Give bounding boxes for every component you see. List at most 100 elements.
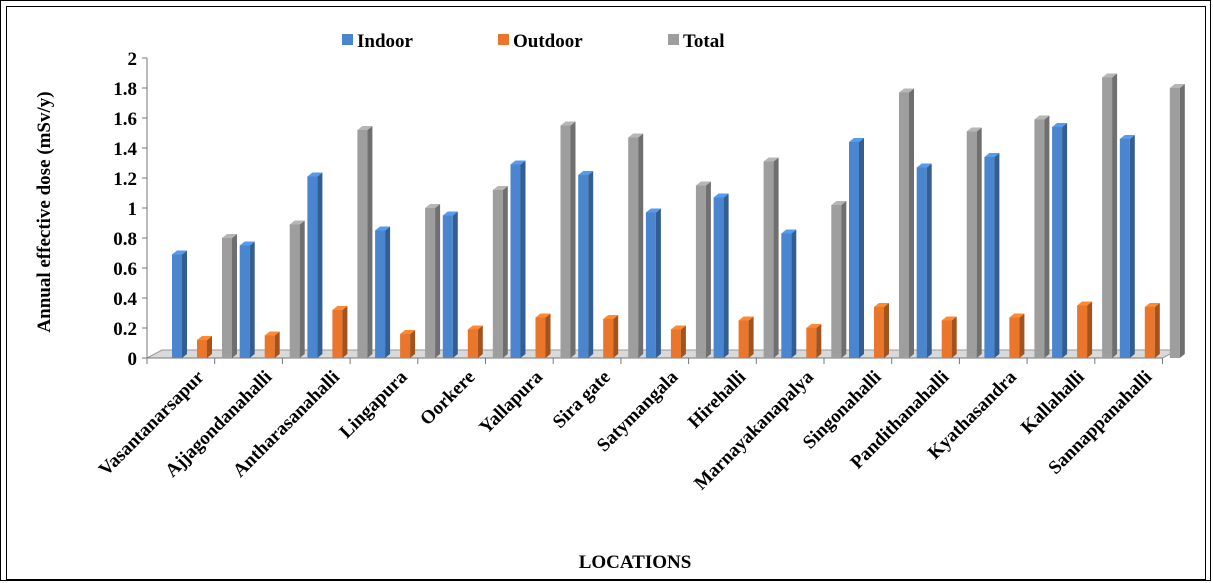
bar-side [299,220,305,358]
bar-indoor [578,171,594,358]
bar-side [816,324,822,358]
bar-indoor [1119,135,1135,358]
bar-front [1034,119,1045,358]
bar-front [560,125,571,358]
bar-top [264,331,280,336]
bar-top [1034,115,1050,120]
bar-front [831,205,842,358]
bar-outdoor [1077,301,1093,358]
bar-side [841,201,847,358]
bar-side [232,234,237,358]
bar-outdoor [941,316,957,358]
y-tick-label: 1.8 [113,79,137,100]
y-tick-label: 0 [128,349,138,370]
bar-front [289,224,300,358]
bar-top [1052,123,1068,127]
bar-top [738,316,754,321]
bar-side [859,138,864,358]
bar-top [1077,301,1093,306]
bar-side [976,127,982,358]
bar-front [874,307,884,358]
bar-indoor [916,163,932,358]
bar-front [492,190,503,358]
bar-side [1087,301,1093,358]
bar-side [502,186,508,358]
bar-indoor [713,193,729,358]
y-tick-label: 0.8 [113,229,137,250]
bar-front [510,164,521,358]
bar-top [307,172,323,177]
bar-outdoor [806,324,822,358]
bar-top [831,201,847,205]
bar-front [357,130,368,358]
y-tick-label: 2 [128,49,138,70]
bar-front [1102,77,1113,358]
bar-front [332,310,343,358]
bar-top [941,316,957,321]
legend-label: Outdoor [513,31,583,52]
bar-side [520,160,526,358]
bar-top [628,133,644,138]
bar-indoor [984,153,1000,358]
bar-top [1009,313,1025,318]
bar-front [966,131,977,358]
bar-side [435,204,441,358]
bar-side [274,331,280,358]
bar-front [645,212,656,358]
bar-outdoor [670,325,686,358]
bar-total [628,133,644,358]
bar-front [239,245,250,358]
y-axis: 0 0.2 0.4 0.6 0.8 1 1.2 1.4 1.6 1.8 2 [113,49,148,370]
bar-total [560,121,576,358]
bar-top [781,229,797,234]
bar-outdoor [467,325,483,358]
legend: Indoor Outdoor Total [342,31,725,52]
bars [172,73,1185,358]
bar-outdoor [400,330,416,358]
y-tick-label: 1 [128,199,138,220]
bar-top [239,241,255,246]
bar-side [1154,303,1160,358]
bar-total [695,181,711,358]
bar-top [578,171,594,175]
bar-side [791,229,797,358]
chart-border [6,6,1206,580]
bar-side [638,133,644,358]
x-tick-label: Hirehalli [684,367,750,433]
bar-front [307,176,318,358]
bar-front [425,208,436,358]
y-tick-label: 0.2 [113,319,137,340]
bar-front [375,230,386,358]
bar-side [994,153,1000,358]
bar-side [1179,84,1185,358]
bar-top [874,303,889,307]
bar-side [410,330,416,358]
legend-swatch [342,34,353,45]
bar-outdoor [603,315,619,358]
bar-side [452,211,458,358]
bar-indoor [1052,123,1068,358]
bar-indoor [849,138,864,358]
bar-indoor [510,160,526,358]
bar-top [1169,84,1185,88]
bar-side [570,121,576,358]
bar-front [713,197,724,358]
bar-front [806,328,817,358]
bar-side [317,172,323,358]
bar-side [613,315,619,358]
bar-front [172,254,182,358]
bar-front [264,335,275,358]
bar-side [1019,313,1025,358]
bar-side [773,157,779,358]
bar-top [670,325,686,330]
bar-side [1044,115,1050,358]
bar-front [1144,307,1155,358]
bar-front [442,215,453,358]
x-tick-label: Sira gate [549,367,615,433]
bar-top [197,336,212,340]
bar-top [603,315,619,319]
x-axis-title: LOCATIONS [579,552,692,573]
x-tick-label: Kallahalli [1017,367,1089,439]
bar-top [763,157,779,162]
bar-front [197,340,207,358]
